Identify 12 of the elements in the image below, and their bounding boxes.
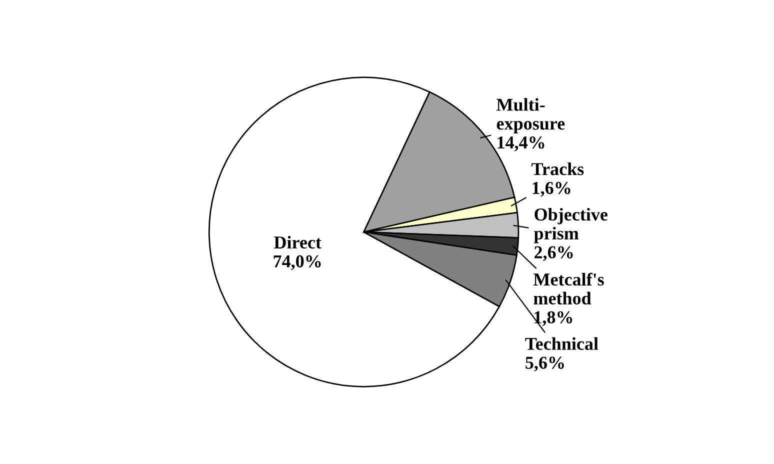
data-label: 2,6% (534, 246, 573, 262)
slice-label: Technical (525, 337, 598, 350)
data-label: 5,6% (526, 356, 564, 372)
data-label: 1,6% (532, 182, 570, 197)
slice-label: Objective prism (534, 208, 608, 244)
data-label: 14,4% (498, 136, 544, 152)
data-label: 74,0% (274, 255, 321, 270)
slice-label: Tracks (532, 162, 584, 176)
slice-label: Metcalf's method (533, 272, 604, 304)
slice-label: Direct (274, 236, 322, 249)
slice-label: Multi- exposure (496, 98, 565, 134)
data-label: 1,8% (534, 311, 572, 326)
